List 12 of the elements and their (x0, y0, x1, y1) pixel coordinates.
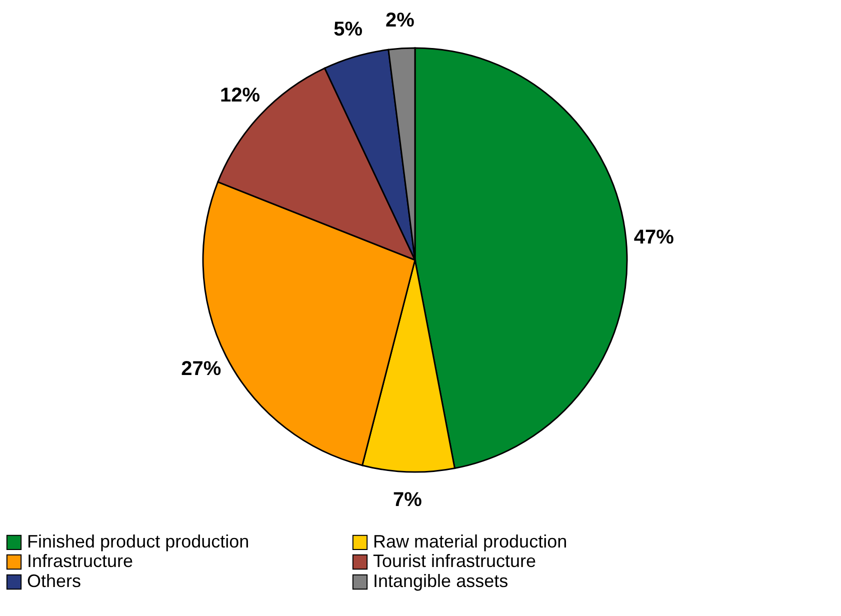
data-label: 47% (634, 226, 674, 248)
legend-label: Intangible assets (373, 571, 508, 591)
data-label: 2% (385, 9, 415, 32)
data-label: 5% (334, 18, 363, 41)
data-label: 7% (393, 488, 422, 511)
data-label: 27% (181, 358, 222, 380)
legend-label: Raw material production (373, 531, 568, 552)
legend-label: Finished product production (27, 531, 250, 552)
legend-label: Others (27, 571, 82, 591)
data-label: 12% (220, 84, 260, 107)
legend-label: Tourist infrastructure (373, 551, 536, 571)
legend-label: Infrastructure (27, 551, 134, 571)
